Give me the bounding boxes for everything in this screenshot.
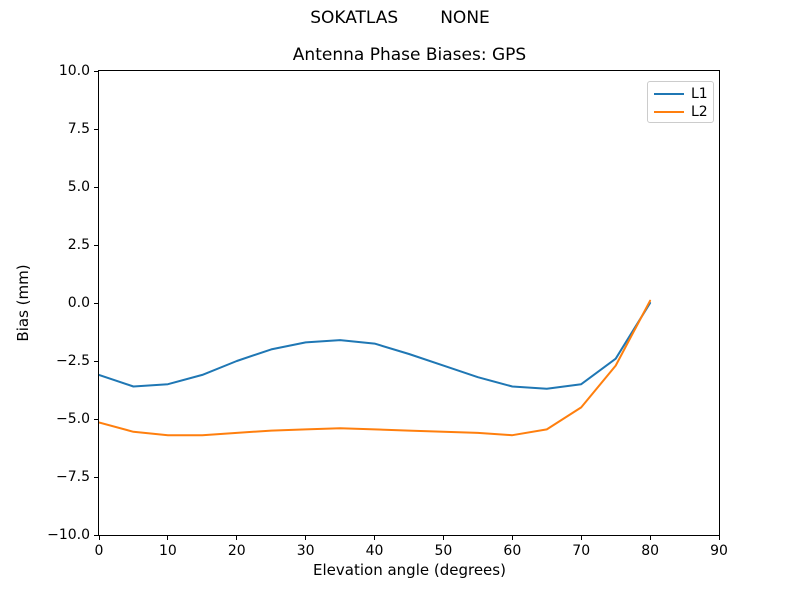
y-tick-mark [94,244,98,246]
y-tick-label: 0.0 [67,295,90,311]
x-tick-mark [580,536,582,540]
y-tick-mark [94,128,98,130]
x-tick-label: 30 [296,543,315,559]
x-tick-label: 50 [434,543,453,559]
x-tick-mark [167,536,169,540]
y-tick-mark [94,186,98,188]
plot-lines-svg [99,299,652,437]
y-axis-label: Bias (mm) [14,264,32,342]
x-tick-mark [718,536,720,540]
x-tick-mark [98,536,100,540]
x-tick-mark [649,536,651,540]
y-tick-mark [94,70,98,72]
y-tick-label: −7.5 [56,469,90,485]
x-tick-mark [442,536,444,540]
x-axis-label: Elevation angle (degrees) [313,561,506,579]
l2-data-line [99,299,652,437]
figure-suptitle: SOKATLAS NONE [0,8,800,28]
chart-title: Antenna Phase Biases: GPS [292,45,527,65]
plot-area [98,70,720,536]
y-tick-mark [94,418,98,420]
y-tick-mark [94,360,98,362]
x-tick-label: 60 [503,543,522,559]
y-tick-label: −10.0 [47,527,90,543]
antenna-name: NONE [440,8,490,28]
y-tick-label: −2.5 [56,353,90,369]
station-name: SOKATLAS [310,8,399,28]
x-tick-mark [305,536,307,540]
y-tick-mark [94,534,98,536]
x-tick-mark [374,536,376,540]
y-tick-label: 7.5 [67,121,90,137]
l1-data-line [99,302,652,390]
x-tick-label: 70 [572,543,591,559]
x-tick-label: 40 [365,543,384,559]
x-tick-label: 0 [94,543,104,559]
x-tick-label: 90 [710,543,728,559]
legend-item-l1: L1 [654,85,713,103]
y-tick-mark [94,302,98,304]
y-tick-label: 2.5 [67,237,90,253]
x-tick-label: 10 [158,543,177,559]
x-tick-label: 80 [641,543,660,559]
l2-line-swatch [654,111,684,113]
x-tick-label: 20 [227,543,246,559]
l1-line-swatch [654,93,684,95]
legend: L1 L2 [647,81,714,123]
x-tick-mark [236,536,238,540]
x-tick-mark [511,536,513,540]
y-tick-label: 5.0 [67,179,90,195]
y-tick-label: −5.0 [56,411,90,427]
legend-label-l1: L1 [691,86,708,102]
y-tick-label: 10.0 [58,63,90,79]
legend-label-l2: L2 [691,104,708,120]
y-tick-mark [94,476,98,478]
legend-item-l2: L2 [654,103,713,121]
